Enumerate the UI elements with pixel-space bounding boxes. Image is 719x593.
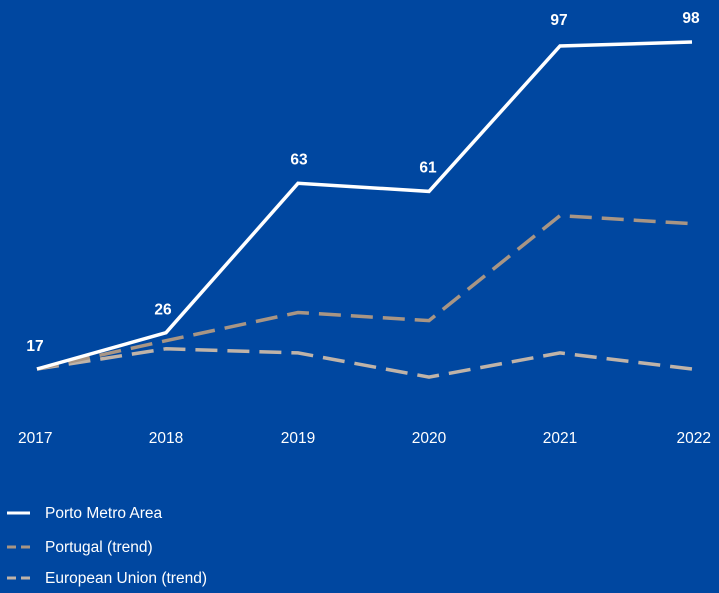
series-lines (36, 40, 693, 379)
x-tick-label: 2022 (677, 430, 711, 447)
legend-label: European Union (trend) (45, 570, 207, 587)
series-line-0 (36, 40, 693, 371)
legend: Porto Metro Area Portugal (trend) European… (7, 505, 207, 587)
x-tick-label: 2017 (18, 430, 52, 447)
x-tick-label: 2018 (149, 430, 183, 447)
x-axis-ticks: 2017 2018 2019 2020 2021 2022 (18, 430, 711, 447)
data-labels: 17 26 63 61 97 98 (26, 10, 700, 355)
data-label: 26 (154, 302, 172, 319)
x-tick-label: 2021 (543, 430, 577, 447)
data-label: 98 (682, 10, 700, 27)
data-label: 17 (26, 338, 43, 355)
data-label: 63 (290, 151, 308, 168)
x-tick-label: 2019 (281, 430, 315, 447)
data-label: 97 (550, 12, 567, 29)
legend-label: Portugal (trend) (45, 539, 153, 556)
x-tick-label: 2020 (412, 430, 447, 447)
series-line-1 (36, 213, 693, 371)
data-label: 61 (419, 159, 437, 176)
legend-label: Porto Metro Area (45, 505, 163, 522)
series-line-2 (36, 347, 693, 379)
